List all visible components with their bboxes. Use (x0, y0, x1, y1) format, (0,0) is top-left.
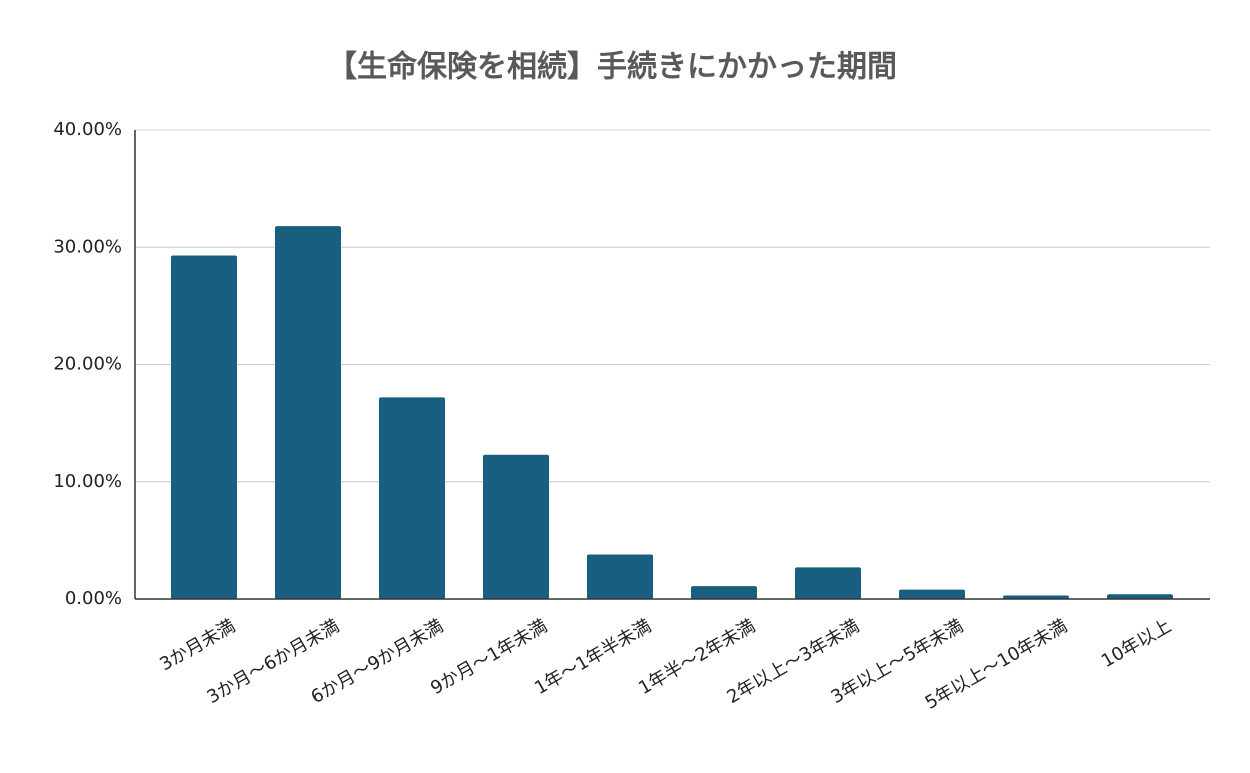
bar (899, 589, 965, 599)
bar (379, 397, 445, 599)
y-tick-label: 40.00% (53, 119, 122, 140)
bar (795, 567, 861, 599)
bar (275, 226, 341, 599)
bar (483, 454, 549, 599)
bar (691, 586, 757, 599)
bar (171, 255, 237, 599)
bar (1107, 594, 1173, 599)
y-tick-label: 0.00% (65, 588, 122, 609)
y-tick-label: 20.00% (53, 354, 122, 375)
chart-title: 【生命保険を相続】手続きにかかった期間 (327, 50, 897, 85)
y-tick-label: 30.00% (53, 236, 122, 257)
bar (1003, 595, 1069, 599)
y-tick-label: 10.00% (53, 471, 122, 492)
bar (587, 554, 653, 599)
